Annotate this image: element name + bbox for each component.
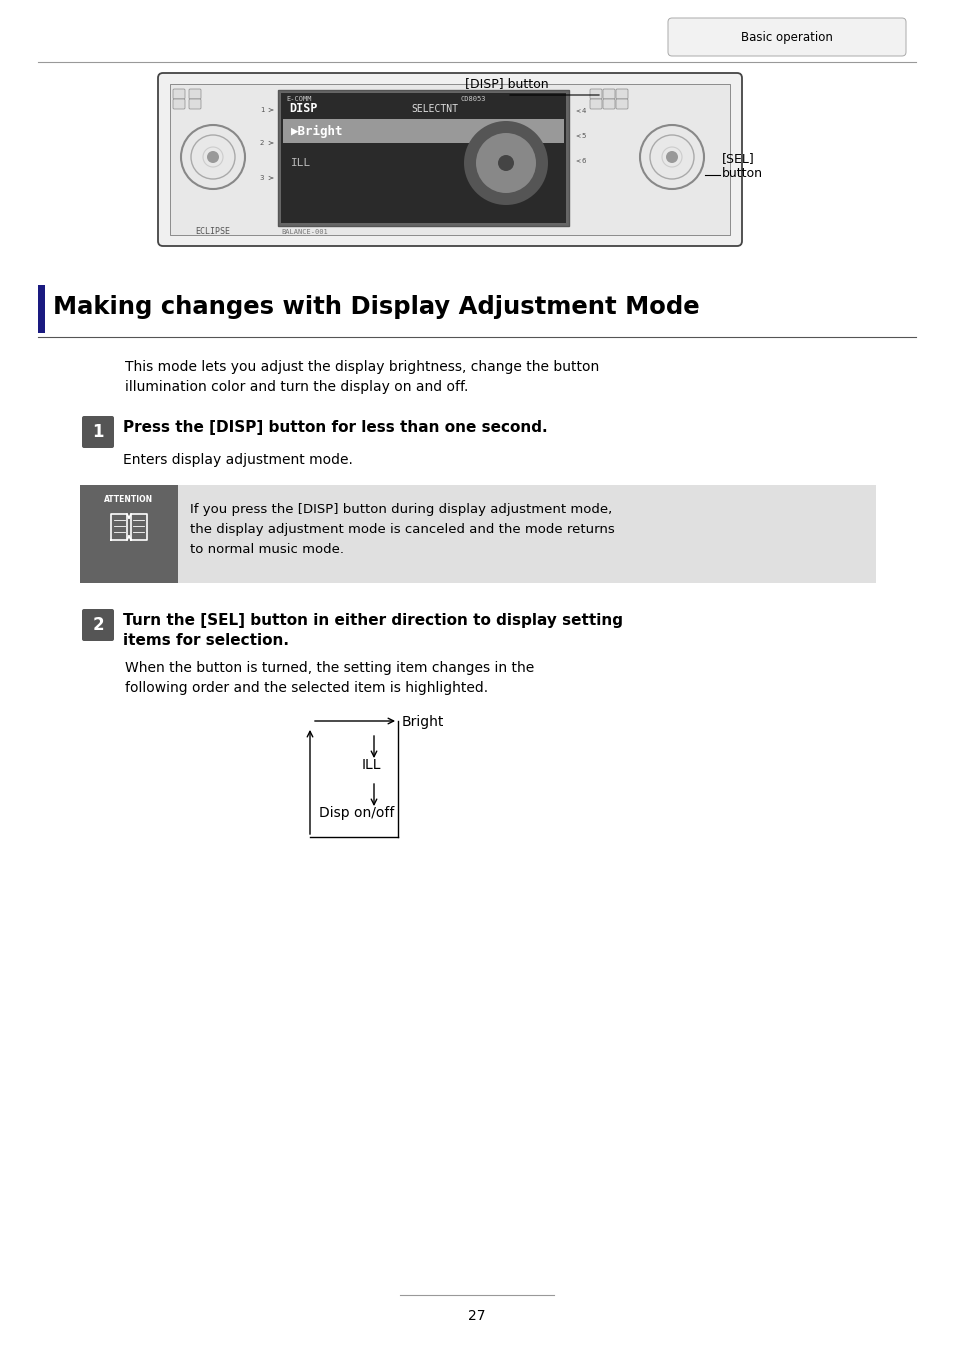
FancyBboxPatch shape bbox=[172, 89, 185, 99]
Text: 4: 4 bbox=[581, 108, 585, 114]
Text: Turn the [SEL] button in either direction to display setting: Turn the [SEL] button in either directio… bbox=[123, 612, 622, 627]
Text: Enters display adjustment mode.: Enters display adjustment mode. bbox=[123, 453, 353, 467]
Text: ▶Bright: ▶Bright bbox=[291, 125, 343, 138]
FancyBboxPatch shape bbox=[82, 416, 113, 449]
Text: SELECTNT: SELECTNT bbox=[411, 104, 457, 114]
FancyBboxPatch shape bbox=[667, 18, 905, 56]
Text: When the button is turned, the setting item changes in the: When the button is turned, the setting i… bbox=[125, 661, 534, 675]
Text: Making changes with Display Adjustment Mode: Making changes with Display Adjustment M… bbox=[53, 295, 699, 318]
Text: If you press the [DISP] button during display adjustment mode,: If you press the [DISP] button during di… bbox=[190, 503, 612, 516]
Text: 1: 1 bbox=[259, 107, 264, 112]
Bar bbox=[170, 84, 729, 234]
Text: the display adjustment mode is canceled and the mode returns: the display adjustment mode is canceled … bbox=[190, 523, 614, 537]
Bar bbox=[283, 119, 563, 144]
Circle shape bbox=[497, 154, 514, 171]
FancyBboxPatch shape bbox=[602, 99, 615, 108]
FancyBboxPatch shape bbox=[158, 73, 741, 247]
Text: DISP: DISP bbox=[289, 103, 317, 115]
Text: to normal music mode.: to normal music mode. bbox=[190, 543, 344, 556]
Text: [SEL]: [SEL] bbox=[721, 152, 754, 165]
Bar bbox=[281, 93, 565, 224]
Text: Bright: Bright bbox=[401, 715, 444, 729]
Text: 27: 27 bbox=[468, 1309, 485, 1322]
Text: BALANCE-001: BALANCE-001 bbox=[281, 229, 328, 234]
FancyBboxPatch shape bbox=[189, 89, 201, 99]
Bar bbox=[38, 285, 45, 333]
FancyBboxPatch shape bbox=[589, 89, 601, 99]
Text: 1: 1 bbox=[92, 423, 104, 440]
Text: E-COMM: E-COMM bbox=[286, 96, 312, 102]
Text: 2: 2 bbox=[92, 617, 104, 634]
Bar bbox=[80, 485, 875, 583]
FancyBboxPatch shape bbox=[602, 89, 615, 99]
Text: ATTENTION: ATTENTION bbox=[104, 495, 153, 504]
FancyBboxPatch shape bbox=[616, 89, 627, 99]
FancyBboxPatch shape bbox=[189, 99, 201, 108]
Text: [DISP] button: [DISP] button bbox=[465, 77, 548, 89]
Text: ECLIPSE: ECLIPSE bbox=[195, 228, 231, 237]
FancyBboxPatch shape bbox=[616, 99, 627, 108]
Bar bbox=[80, 485, 178, 583]
Circle shape bbox=[665, 150, 678, 163]
Circle shape bbox=[463, 121, 547, 205]
Text: CD8053: CD8053 bbox=[460, 96, 486, 102]
Text: 5: 5 bbox=[581, 133, 585, 140]
Circle shape bbox=[476, 133, 536, 192]
Text: ILL: ILL bbox=[361, 757, 381, 772]
Bar bbox=[277, 89, 568, 226]
Text: Press the [DISP] button for less than one second.: Press the [DISP] button for less than on… bbox=[123, 420, 547, 435]
Text: ILL: ILL bbox=[291, 159, 311, 168]
Text: 2: 2 bbox=[259, 140, 264, 146]
FancyBboxPatch shape bbox=[589, 99, 601, 108]
Text: following order and the selected item is highlighted.: following order and the selected item is… bbox=[125, 682, 488, 695]
Text: Disp on/off: Disp on/off bbox=[318, 806, 394, 820]
Text: This mode lets you adjust the display brightness, change the button
illumination: This mode lets you adjust the display br… bbox=[125, 360, 598, 394]
Text: button: button bbox=[721, 167, 762, 180]
FancyBboxPatch shape bbox=[82, 608, 113, 641]
FancyBboxPatch shape bbox=[172, 99, 185, 108]
Text: 6: 6 bbox=[581, 159, 586, 164]
Text: 3: 3 bbox=[259, 175, 264, 182]
Circle shape bbox=[207, 150, 219, 163]
Text: Basic operation: Basic operation bbox=[740, 31, 832, 43]
Text: items for selection.: items for selection. bbox=[123, 633, 289, 648]
